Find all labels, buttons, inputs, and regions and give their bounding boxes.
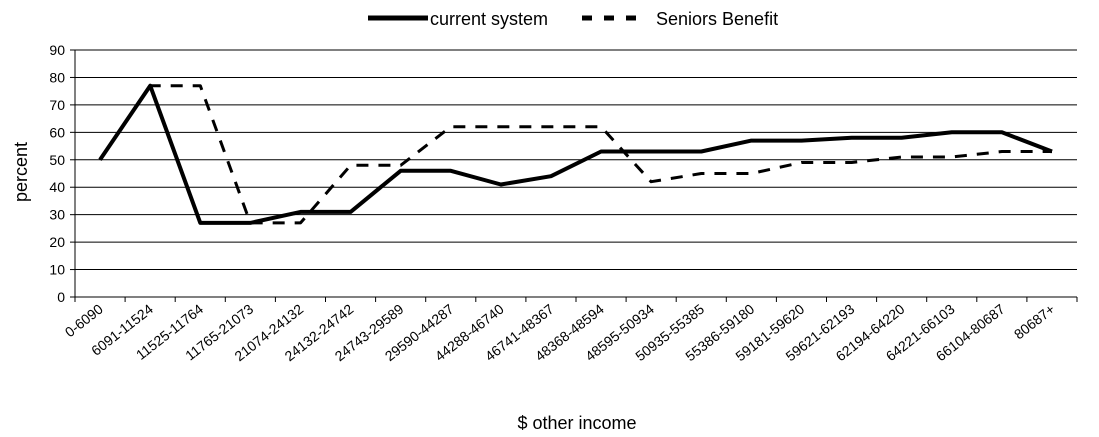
y-tick-label-90: 90 — [49, 42, 65, 58]
x-tick-label: 80687+ — [1011, 301, 1058, 343]
gridlines — [75, 49, 1077, 271]
y-tick-label-70: 70 — [49, 97, 65, 113]
series-lines — [98, 83, 1053, 225]
y-axis: 0 10 20 30 40 50 60 70 80 90 — [49, 42, 76, 305]
series-line-current-system — [98, 83, 1053, 225]
y-tick-label-20: 20 — [49, 234, 65, 250]
y-tick-label-10: 10 — [49, 262, 65, 278]
y-tick-label-30: 30 — [49, 207, 65, 223]
series-line-seniors-benefit — [98, 84, 1052, 225]
y-axis-title: percent — [11, 142, 31, 202]
y-tick-label-60: 60 — [49, 124, 65, 140]
x-tick-label: 0-6090 — [62, 301, 106, 341]
legend: current system Seniors Benefit — [368, 9, 778, 29]
legend-label-seniors-benefit: Seniors Benefit — [656, 9, 778, 29]
y-tick-label-80: 80 — [49, 69, 65, 85]
legend-label-current-system: current system — [430, 9, 548, 29]
x-axis: 0-60906091-1152411525-1176411765-2107321… — [62, 296, 1078, 364]
y-tick-label-0: 0 — [57, 289, 65, 305]
x-axis-title: $ other income — [517, 413, 636, 433]
y-tick-label-40: 40 — [49, 179, 65, 195]
y-tick-label-50: 50 — [49, 152, 65, 168]
